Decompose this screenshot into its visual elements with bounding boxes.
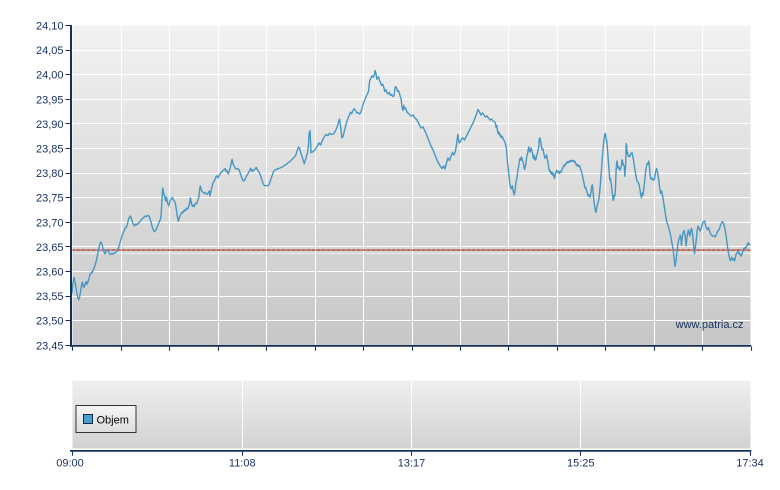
svg-text:13:17: 13:17: [398, 458, 426, 470]
svg-text:23,90: 23,90: [36, 119, 64, 131]
svg-text:24,10: 24,10: [36, 21, 64, 33]
svg-text:www.patria.cz: www.patria.cz: [675, 319, 744, 331]
svg-text:09:00: 09:00: [56, 458, 84, 470]
svg-text:23,45: 23,45: [36, 340, 64, 352]
svg-text:24,05: 24,05: [36, 45, 64, 57]
svg-text:23,50: 23,50: [36, 316, 64, 328]
svg-text:23,65: 23,65: [36, 242, 64, 254]
svg-text:17:34: 17:34: [736, 458, 764, 470]
svg-text:23,95: 23,95: [36, 94, 64, 106]
svg-text:23,60: 23,60: [36, 267, 64, 279]
svg-text:Objem: Objem: [97, 415, 129, 427]
svg-text:23,85: 23,85: [36, 144, 64, 156]
svg-text:23,70: 23,70: [36, 217, 64, 229]
svg-text:23,75: 23,75: [36, 193, 64, 205]
svg-text:24,00: 24,00: [36, 70, 64, 82]
svg-text:15:25: 15:25: [567, 458, 595, 470]
svg-text:23,80: 23,80: [36, 168, 64, 180]
svg-text:23,55: 23,55: [36, 291, 64, 303]
svg-text:11:08: 11:08: [229, 458, 256, 470]
